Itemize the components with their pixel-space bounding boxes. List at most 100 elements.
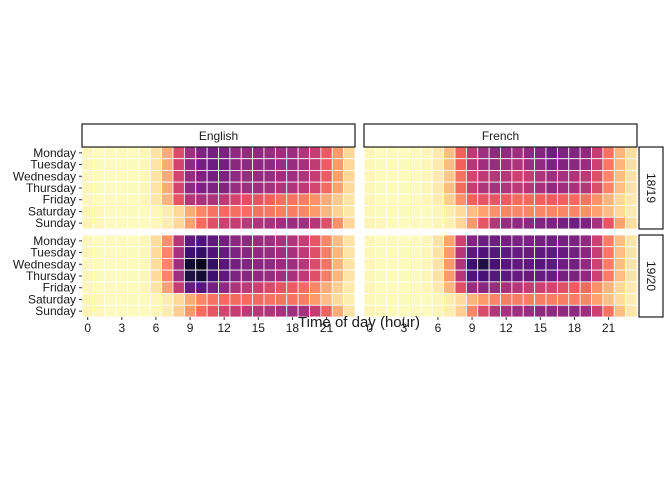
heatmap-cell bbox=[534, 170, 547, 183]
y-tick-label: Sunday bbox=[35, 304, 76, 318]
heatmap-cell bbox=[534, 234, 547, 248]
heatmap-cell bbox=[397, 269, 410, 283]
y-tick-label: Monday bbox=[33, 146, 76, 160]
heatmap-panels bbox=[81, 146, 638, 318]
heatmap-cell bbox=[454, 205, 467, 218]
heatmap-cell bbox=[443, 293, 456, 306]
heatmap-cell bbox=[397, 205, 410, 218]
heatmap-cell bbox=[534, 293, 547, 306]
heatmap-cell bbox=[252, 181, 265, 195]
heatmap-cell bbox=[331, 246, 345, 259]
heatmap-cell bbox=[477, 234, 490, 248]
heatmap-cell bbox=[115, 205, 128, 218]
heatmap-cell bbox=[297, 170, 310, 183]
heatmap-cell bbox=[92, 304, 106, 318]
heatmap-cell bbox=[374, 158, 388, 171]
heatmap-cell bbox=[397, 258, 410, 271]
heatmap-cell bbox=[274, 146, 288, 160]
heatmap-cell bbox=[149, 258, 163, 271]
heatmap-cell bbox=[343, 193, 356, 206]
x-tick-label: 3 bbox=[400, 321, 407, 335]
heatmap-cell bbox=[409, 246, 422, 259]
heatmap-cell bbox=[161, 146, 174, 160]
heatmap-cell bbox=[92, 205, 106, 218]
heatmap-cell bbox=[522, 246, 536, 259]
heatmap-cell bbox=[161, 158, 174, 171]
heatmap-cell bbox=[115, 258, 128, 271]
heatmap-cell bbox=[431, 146, 445, 160]
heatmap-cell bbox=[252, 205, 265, 218]
heatmap-cell bbox=[386, 158, 399, 171]
heatmap-cell bbox=[579, 193, 592, 206]
heatmap-cell bbox=[613, 246, 627, 259]
heatmap-cell bbox=[625, 246, 638, 259]
heatmap-cell bbox=[172, 170, 185, 183]
heatmap-cell bbox=[534, 181, 547, 195]
heatmap-cell bbox=[591, 281, 604, 294]
heatmap-cell bbox=[309, 158, 322, 171]
heatmap-cell bbox=[218, 170, 231, 183]
heatmap-cell bbox=[454, 293, 467, 306]
heatmap-cell bbox=[206, 269, 219, 283]
heatmap-cell bbox=[263, 246, 276, 259]
heatmap-cell bbox=[431, 216, 445, 230]
heatmap-cell bbox=[477, 181, 490, 195]
heatmap-cell bbox=[465, 246, 479, 259]
x-tick-label: 18 bbox=[568, 321, 582, 335]
heatmap-cell bbox=[183, 258, 197, 271]
heatmap-cell bbox=[556, 181, 570, 195]
heatmap-cell bbox=[218, 281, 231, 294]
heatmap-cell bbox=[263, 216, 276, 230]
heatmap-cell bbox=[602, 158, 615, 171]
heatmap-cell bbox=[500, 293, 513, 306]
heatmap-cell bbox=[409, 205, 422, 218]
heatmap-cell bbox=[331, 205, 345, 218]
heatmap-cell bbox=[206, 246, 219, 259]
heatmap-cell bbox=[602, 258, 615, 271]
heatmap-cell bbox=[420, 216, 433, 230]
heatmap-cell bbox=[343, 281, 356, 294]
heatmap-cell bbox=[579, 258, 592, 271]
heatmap-cell bbox=[511, 205, 524, 218]
heatmap-cell bbox=[579, 246, 592, 259]
heatmap-cell bbox=[263, 304, 276, 318]
heatmap-cell bbox=[92, 234, 106, 248]
heatmap-cell bbox=[127, 170, 140, 183]
heatmap-cell bbox=[127, 181, 140, 195]
heatmap-cell bbox=[149, 181, 163, 195]
heatmap-cell bbox=[374, 205, 388, 218]
heatmap-cell bbox=[420, 258, 433, 271]
heatmap-cell bbox=[149, 293, 163, 306]
heatmap-cell bbox=[420, 234, 433, 248]
heatmap-cell bbox=[92, 146, 106, 160]
heatmap-cell bbox=[343, 146, 356, 160]
y-tick-label: Saturday bbox=[28, 204, 76, 218]
heatmap-cell bbox=[229, 158, 242, 171]
heatmap-cell bbox=[286, 216, 299, 230]
heatmap-cell bbox=[613, 269, 627, 283]
heatmap-cell bbox=[397, 170, 410, 183]
heatmap-cell bbox=[309, 258, 322, 271]
heatmap-cell bbox=[602, 304, 615, 318]
heatmap-cell bbox=[138, 170, 151, 183]
heatmap-cell bbox=[104, 281, 117, 294]
heatmap-cell bbox=[488, 246, 501, 259]
heatmap-cell bbox=[343, 205, 356, 218]
heatmap-cell bbox=[488, 193, 501, 206]
heatmap-cell bbox=[297, 158, 310, 171]
heatmap-cell bbox=[286, 181, 299, 195]
x-tick-label: 18 bbox=[286, 321, 300, 335]
heatmap-cell bbox=[397, 281, 410, 294]
heatmap-cell bbox=[591, 146, 604, 160]
heatmap-cell bbox=[92, 258, 106, 271]
heatmap-cell bbox=[149, 170, 163, 183]
heatmap-cell bbox=[229, 304, 242, 318]
heatmap-cell bbox=[127, 234, 140, 248]
heatmap-cell bbox=[343, 216, 356, 230]
heatmap-cell bbox=[568, 216, 581, 230]
heatmap-cell bbox=[613, 146, 627, 160]
heatmap-cell bbox=[138, 269, 151, 283]
heatmap-cell bbox=[625, 269, 638, 283]
heatmap-cell bbox=[454, 146, 467, 160]
heatmap-cell bbox=[183, 170, 197, 183]
